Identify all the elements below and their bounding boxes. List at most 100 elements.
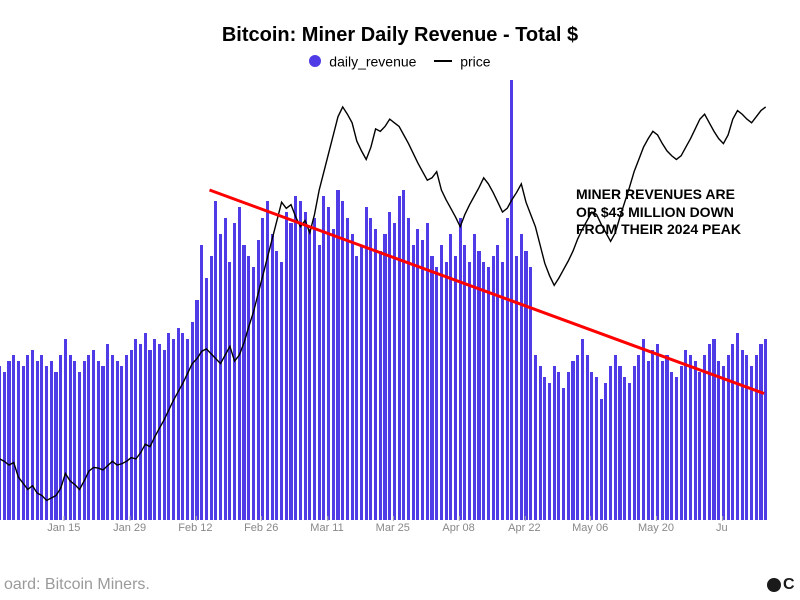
bar — [421, 240, 424, 521]
bar — [308, 229, 311, 521]
plot-area — [0, 80, 800, 520]
bar — [553, 366, 556, 520]
bar — [618, 366, 621, 520]
bar — [393, 223, 396, 520]
bar — [17, 361, 20, 521]
bar — [383, 234, 386, 520]
bar — [64, 339, 67, 521]
bar — [153, 339, 156, 521]
bar — [731, 344, 734, 520]
bar — [7, 361, 10, 521]
bar — [125, 355, 128, 520]
bar — [210, 256, 213, 520]
bar — [289, 223, 292, 520]
bar — [120, 366, 123, 520]
bar — [642, 339, 645, 521]
bar — [365, 207, 368, 521]
bar — [694, 361, 697, 521]
bar — [379, 251, 382, 521]
bar — [571, 361, 574, 521]
x-tick: Apr 22 — [508, 522, 540, 534]
bar — [261, 218, 264, 521]
bar — [529, 267, 532, 520]
bar — [177, 328, 180, 521]
bar — [581, 339, 584, 521]
bar — [139, 344, 142, 520]
bar — [440, 245, 443, 520]
bar — [73, 361, 76, 521]
bar — [712, 339, 715, 521]
bar — [412, 245, 415, 520]
bar — [675, 377, 678, 520]
chart-title: Bitcoin: Miner Daily Revenue - Total $ — [0, 24, 800, 47]
bar — [318, 245, 321, 520]
bar — [543, 377, 546, 520]
bar — [557, 372, 560, 521]
x-tick: Feb 26 — [244, 522, 278, 534]
bar — [473, 234, 476, 520]
bar — [388, 212, 391, 520]
bar — [623, 377, 626, 520]
bar — [369, 218, 372, 521]
bar — [299, 201, 302, 520]
bar — [398, 196, 401, 521]
logo-text: C — [783, 576, 794, 593]
bar — [191, 322, 194, 520]
bar — [647, 361, 650, 521]
bar — [755, 355, 758, 520]
legend: daily_revenue price — [0, 52, 800, 69]
bar — [600, 399, 603, 520]
bar — [492, 256, 495, 520]
bar — [510, 80, 513, 520]
bar — [360, 245, 363, 520]
bar — [402, 190, 405, 520]
bar — [759, 344, 762, 520]
bar — [134, 339, 137, 521]
bar — [689, 355, 692, 520]
bar — [750, 366, 753, 520]
bar-series — [0, 80, 800, 520]
bar — [637, 355, 640, 520]
bar — [609, 366, 612, 520]
x-tick: Mar 11 — [310, 522, 343, 534]
bar — [614, 355, 617, 520]
x-tick: Apr 08 — [442, 522, 474, 534]
bar — [167, 333, 170, 520]
bar — [186, 339, 189, 521]
bar — [252, 267, 255, 520]
bar — [633, 366, 636, 520]
bar — [158, 344, 161, 520]
bar — [524, 251, 527, 521]
bar — [97, 361, 100, 521]
bar — [275, 251, 278, 521]
bar — [430, 256, 433, 520]
legend-line-icon — [434, 60, 452, 62]
bar — [416, 229, 419, 521]
bar — [717, 361, 720, 521]
bar — [567, 372, 570, 521]
bar — [445, 262, 448, 521]
bar — [106, 344, 109, 520]
bar — [172, 339, 175, 521]
bar — [205, 278, 208, 520]
bar — [59, 355, 62, 520]
bar — [661, 361, 664, 521]
footer-text: oard: Bitcoin Miners. — [4, 576, 150, 594]
bar — [294, 196, 297, 521]
bar — [228, 262, 231, 521]
bar — [83, 361, 86, 521]
bar — [332, 229, 335, 521]
bar — [304, 212, 307, 520]
bar — [327, 207, 330, 521]
bar — [111, 355, 114, 520]
bar — [454, 256, 457, 520]
bar — [280, 262, 283, 521]
bar — [435, 267, 438, 520]
bar — [285, 212, 288, 520]
legend-label-revenue: daily_revenue — [329, 53, 416, 69]
bar — [745, 355, 748, 520]
bar — [3, 372, 6, 521]
bar — [45, 366, 48, 520]
bar — [487, 267, 490, 520]
x-tick: May 06 — [572, 522, 608, 534]
